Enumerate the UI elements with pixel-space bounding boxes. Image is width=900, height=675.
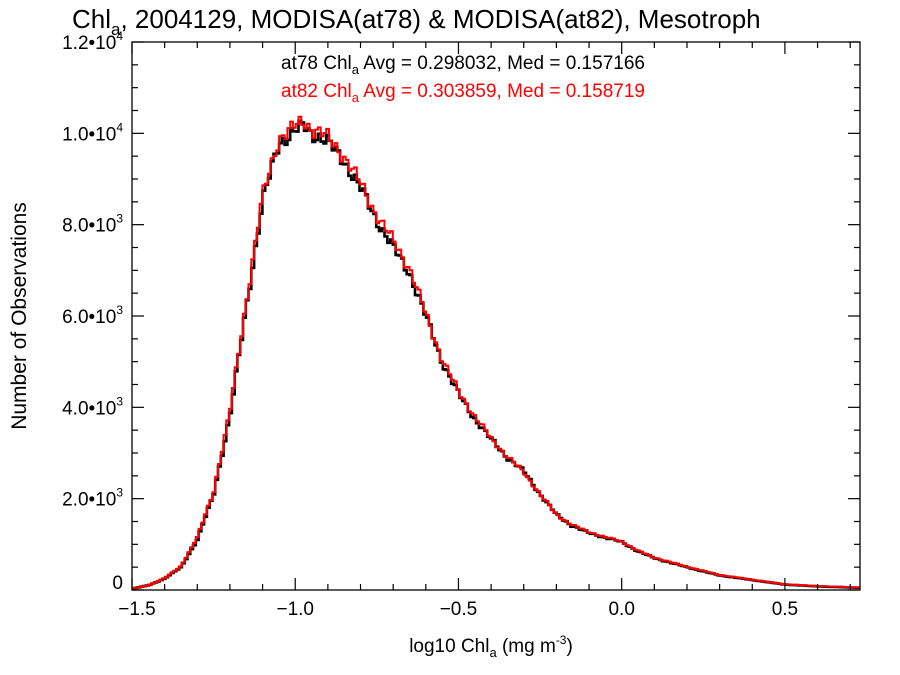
y-tick-exponent: 3 [116, 303, 123, 317]
annotation-at82: at82 Chla Avg = 0.303859, Med = 0.158719 [281, 81, 645, 105]
annotation-at78: at78 Chla Avg = 0.298032, Med = 0.157166 [281, 53, 645, 77]
annotation-pre: at78 Chl [281, 53, 352, 74]
annotation-post: Avg = 0.303859, Med = 0.158719 [359, 81, 645, 102]
x-tick-label: 0.5 [772, 599, 798, 620]
y-tick-exponent: 4 [116, 29, 123, 43]
y-tick-mantissa: 0 [112, 573, 123, 594]
annotation-pre: at82 Chl [281, 81, 352, 102]
x-tick-label: −0.5 [440, 599, 478, 620]
axes-layer [131, 41, 861, 591]
y-tick-mantissa: 1.2•10 [62, 33, 116, 54]
annotation-post: Avg = 0.298032, Med = 0.157166 [359, 53, 645, 74]
y-tick-label: 0 [112, 573, 123, 594]
xlabel-main: log10 Chl [409, 636, 489, 657]
y-tick-label: 2.0•103 [62, 486, 123, 511]
y-tick-label: 8.0•103 [62, 212, 123, 237]
xlabel-subscript: a [489, 645, 497, 660]
y-tick-mantissa: 1.0•10 [62, 124, 116, 145]
y-tick-label: 4.0•103 [62, 394, 123, 419]
y-tick-label: 6.0•103 [62, 303, 123, 328]
x-tick-label: −1.0 [276, 599, 314, 620]
series-line-at82 [132, 115, 860, 590]
xlabel-close: ) [566, 636, 572, 657]
y-tick-exponent: 3 [116, 486, 123, 500]
xlabel-unit: (mg m [497, 636, 556, 657]
title-subscript: a [111, 20, 121, 39]
y-tick-mantissa: 4.0•10 [62, 398, 116, 419]
y-axis-label: Number of Observations [8, 202, 31, 430]
y-tick-exponent: 3 [116, 394, 123, 408]
title-rest: , 2004129, MODISA(at78) & MODISA(at82), … [120, 4, 760, 34]
y-tick-mantissa: 6.0•10 [62, 307, 116, 328]
series-layer [132, 115, 860, 590]
y-tick-label: 1.0•104 [62, 120, 123, 145]
y-tick-exponent: 4 [116, 120, 123, 134]
chart-title: Chla, 2004129, MODISA(at78) & MODISA(at8… [72, 4, 761, 39]
y-tick-mantissa: 8.0•10 [62, 216, 116, 237]
x-axis-label: log10 Chla (mg m-3) [409, 633, 573, 660]
annotation-subscript: a [352, 90, 360, 105]
y-tick-exponent: 3 [116, 212, 123, 226]
y-tick-mantissa: 2.0•10 [62, 490, 116, 511]
x-tick-label: −1.5 [118, 599, 156, 620]
y-tick-label: 1.2•104 [62, 29, 123, 54]
title-main: Chl [72, 4, 111, 34]
x-tick-label: 0.0 [608, 599, 634, 620]
annotation-subscript: a [352, 62, 360, 77]
text-layer: −1.5 −1.0 −0.5 0.0 0.502.0•1034.0•1036.0•103… [8, 4, 798, 660]
xlabel-exponent: -3 [556, 633, 567, 647]
